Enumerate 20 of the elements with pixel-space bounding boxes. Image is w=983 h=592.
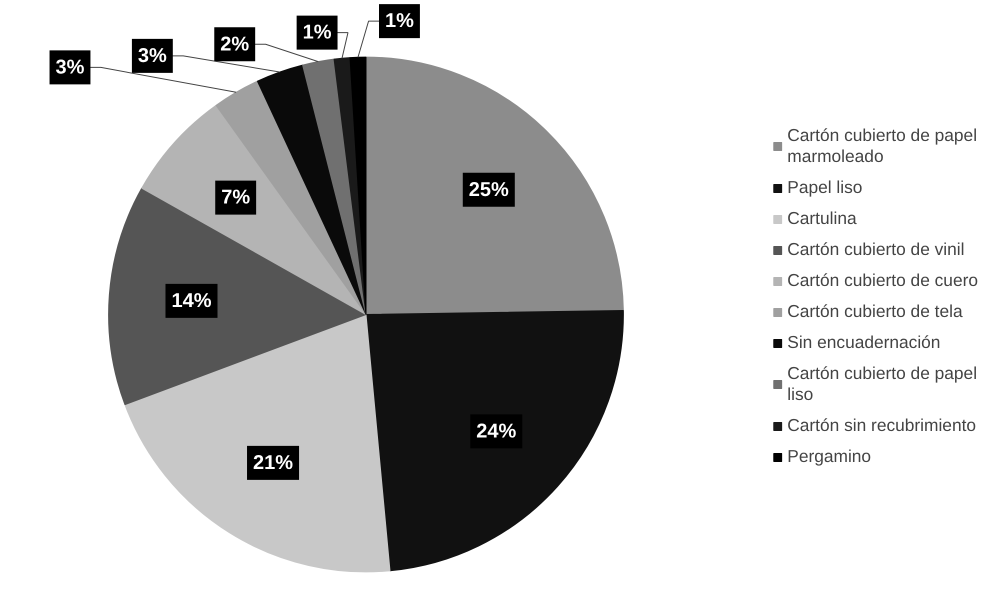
data-label: 7% (221, 186, 250, 209)
legend-label: Cartón cubierto de cuero (787, 270, 978, 291)
legend-label: Sin encuadernación (787, 332, 940, 353)
data-label: 2% (220, 33, 250, 56)
legend-label: Cartón cubierto de papel liso (787, 363, 978, 405)
legend-label: Cartulina (787, 208, 857, 229)
legend-label: Cartón cubierto de tela (787, 301, 963, 322)
legend-label: Cartón cubierto de papel marmoleado (787, 125, 978, 167)
data-label: 1% (385, 10, 414, 32)
data-label: 14% (171, 290, 212, 312)
data-label: 3% (56, 56, 85, 78)
data-label: 3% (138, 44, 168, 67)
data-label: 21% (253, 452, 294, 474)
data-label: 24% (476, 420, 517, 442)
legend-label: Cartón cubierto de vinil (787, 239, 964, 260)
legend-label: Cartón sin recubrimiento (787, 415, 976, 436)
legend-label: Papel liso (787, 177, 862, 198)
data-label: 25% (468, 178, 510, 201)
data-label: 1% (302, 22, 332, 44)
legend-label: Pergamino (787, 446, 872, 467)
